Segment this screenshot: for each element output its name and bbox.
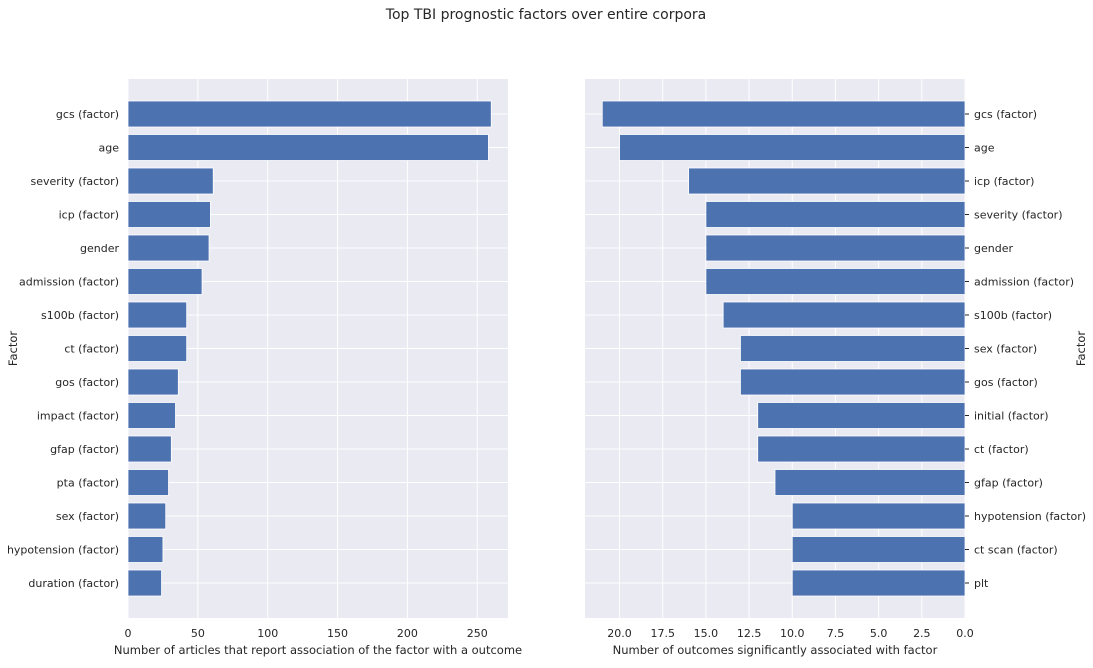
y-tick-label: plt [974, 577, 989, 590]
x-tick-label: 150 [327, 627, 348, 640]
x-tick-label: 0 [125, 627, 132, 640]
y-tick-label: ct (factor) [974, 443, 1029, 456]
y-tick-label: age [99, 142, 120, 155]
bar [757, 402, 966, 429]
bar [127, 569, 162, 597]
panel-2: gcs (factor) age icp (factor) severity (fac… [585, 79, 1088, 657]
chart-title: Top TBI prognostic factors over entire c… [385, 7, 706, 23]
y-tick-label: age [974, 142, 995, 155]
bar [740, 335, 966, 362]
bar [127, 201, 211, 228]
x-tick-label: 2.5 [913, 627, 931, 640]
bar [722, 301, 966, 329]
bar [127, 402, 176, 429]
bar [127, 435, 172, 463]
bar [740, 368, 966, 396]
y-tick-label: duration (factor) [28, 577, 119, 590]
y-tick-label: severity (factor) [31, 175, 119, 188]
y-tick-label: ct (factor) [64, 343, 119, 356]
y-tick-label: gender [974, 242, 1013, 255]
x-tick-label: 0.0 [956, 627, 974, 640]
bar [705, 268, 966, 295]
bar [791, 569, 966, 597]
y-tick-label: initial (factor) [974, 410, 1049, 423]
x-tick-label: 12.5 [737, 627, 762, 640]
bar [127, 335, 188, 362]
x-tick-label: 15.0 [694, 627, 719, 640]
bar [774, 469, 966, 496]
y-tick-label: sex (factor) [974, 343, 1037, 356]
x-tick-label: 200 [397, 627, 418, 640]
y-tick-label: admission (factor) [974, 276, 1074, 289]
y-tick-label: severity (factor) [974, 209, 1062, 222]
bar [791, 536, 966, 563]
y-axis-label: Factor [1074, 331, 1088, 366]
bar [127, 502, 167, 530]
y-tick-label: admission (factor) [19, 276, 119, 289]
bar [757, 435, 966, 463]
x-tick-label: 250 [467, 627, 488, 640]
y-tick-label: icp (factor) [59, 209, 119, 222]
y-tick-label: gfap (factor) [50, 443, 119, 456]
y-tick-label: hypotension (factor) [7, 544, 119, 557]
bar [601, 100, 966, 128]
x-tick-label: 10.0 [780, 627, 805, 640]
x-axis-label: Number of outcomes significantly associa… [613, 643, 938, 657]
x-tick-label: 50 [191, 627, 205, 640]
bar [688, 167, 966, 195]
y-tick-label: gos (factor) [55, 376, 119, 389]
bar [127, 234, 210, 262]
bar [127, 134, 489, 161]
x-axis-label: Number of articles that report associati… [114, 643, 522, 657]
y-tick-label: hypotension (factor) [974, 510, 1086, 523]
y-tick-label: icp (factor) [974, 175, 1034, 188]
bar [127, 100, 492, 128]
y-tick-label: s100b (factor) [974, 309, 1052, 322]
y-tick-label: impact (factor) [37, 410, 119, 423]
bar [705, 201, 966, 228]
x-tick-label: 17.5 [650, 627, 675, 640]
y-tick-label: gcs (factor) [56, 108, 119, 121]
bar [791, 502, 966, 530]
x-tick-label: 5.0 [870, 627, 888, 640]
y-tick-label: gender [80, 242, 119, 255]
bar [705, 234, 966, 262]
y-tick-label: s100b (factor) [41, 309, 119, 322]
bar [619, 134, 966, 161]
panel-1: gcs (factor) age severity (factor) icp (fac… [6, 79, 522, 657]
bar [127, 167, 214, 195]
y-tick-label: pta (factor) [57, 477, 119, 490]
y-tick-label: gcs (factor) [974, 108, 1037, 121]
y-tick-label: gfap (factor) [974, 477, 1043, 490]
x-tick-label: 20.0 [607, 627, 632, 640]
bar [127, 301, 188, 329]
bar [127, 536, 164, 563]
bar [127, 268, 203, 295]
y-tick-label: gos (factor) [974, 376, 1038, 389]
y-tick-label: ct scan (factor) [974, 544, 1058, 557]
bar [127, 368, 179, 396]
bar [127, 469, 169, 496]
x-tick-label: 100 [257, 627, 278, 640]
y-axis-label: Factor [6, 331, 20, 366]
x-tick-label: 7.5 [827, 627, 845, 640]
y-tick-label: sex (factor) [56, 510, 119, 523]
